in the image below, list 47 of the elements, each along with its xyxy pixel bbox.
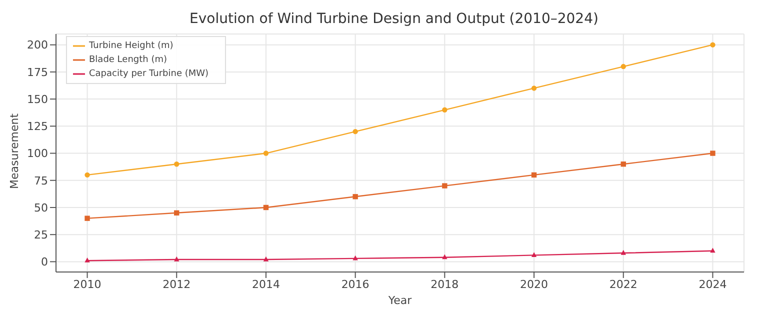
point bbox=[531, 252, 537, 258]
point bbox=[174, 256, 180, 262]
point bbox=[531, 86, 537, 91]
x-tick-label: 2024 bbox=[698, 278, 727, 291]
y-tick-label: 150 bbox=[27, 92, 48, 106]
legend-label: Blade Length (m) bbox=[89, 55, 167, 65]
point bbox=[263, 204, 269, 210]
legend-label: Capacity per Turbine (MW) bbox=[89, 69, 209, 79]
y-tick-label: 125 bbox=[27, 120, 48, 134]
point bbox=[263, 256, 269, 262]
x-tick-label: 2014 bbox=[252, 278, 280, 291]
y-tick-label: 75 bbox=[34, 174, 48, 188]
x-tick-label: 2012 bbox=[162, 278, 191, 291]
y-tick-label: 200 bbox=[27, 38, 48, 52]
point bbox=[531, 172, 537, 178]
point bbox=[352, 255, 358, 260]
point bbox=[174, 210, 180, 216]
y-tick-label: 50 bbox=[34, 201, 48, 214]
point bbox=[263, 150, 269, 156]
x-tick-label: 2010 bbox=[73, 278, 102, 291]
point bbox=[620, 162, 626, 167]
point bbox=[710, 150, 716, 156]
x-tick-label: 2016 bbox=[341, 278, 370, 291]
point bbox=[620, 250, 626, 255]
point bbox=[442, 107, 448, 112]
point bbox=[84, 258, 90, 262]
point bbox=[352, 128, 358, 134]
point bbox=[710, 248, 716, 253]
y-tick-label: 175 bbox=[27, 66, 48, 79]
point bbox=[710, 42, 716, 48]
point bbox=[174, 162, 180, 167]
chart-title: Evolution of Wind Turbine Design and Output (2010–2024) bbox=[188, 10, 600, 29]
x-tick-label: 2022 bbox=[609, 278, 638, 291]
point bbox=[84, 172, 90, 178]
point bbox=[442, 254, 448, 260]
point bbox=[84, 216, 90, 221]
point bbox=[620, 64, 626, 70]
legend-label: Turbine Height (m) bbox=[89, 41, 174, 51]
x-tick-label: 2020 bbox=[520, 278, 548, 291]
y-tick-label: 25 bbox=[34, 228, 48, 242]
y-axis-title: Measurement bbox=[8, 112, 21, 189]
x-axis-title: Year bbox=[387, 294, 412, 307]
y-tick-label: 0 bbox=[41, 256, 48, 269]
point bbox=[352, 194, 358, 200]
point bbox=[442, 183, 448, 188]
y-tick-label: 100 bbox=[27, 147, 48, 160]
x-tick-label: 2018 bbox=[430, 278, 459, 291]
